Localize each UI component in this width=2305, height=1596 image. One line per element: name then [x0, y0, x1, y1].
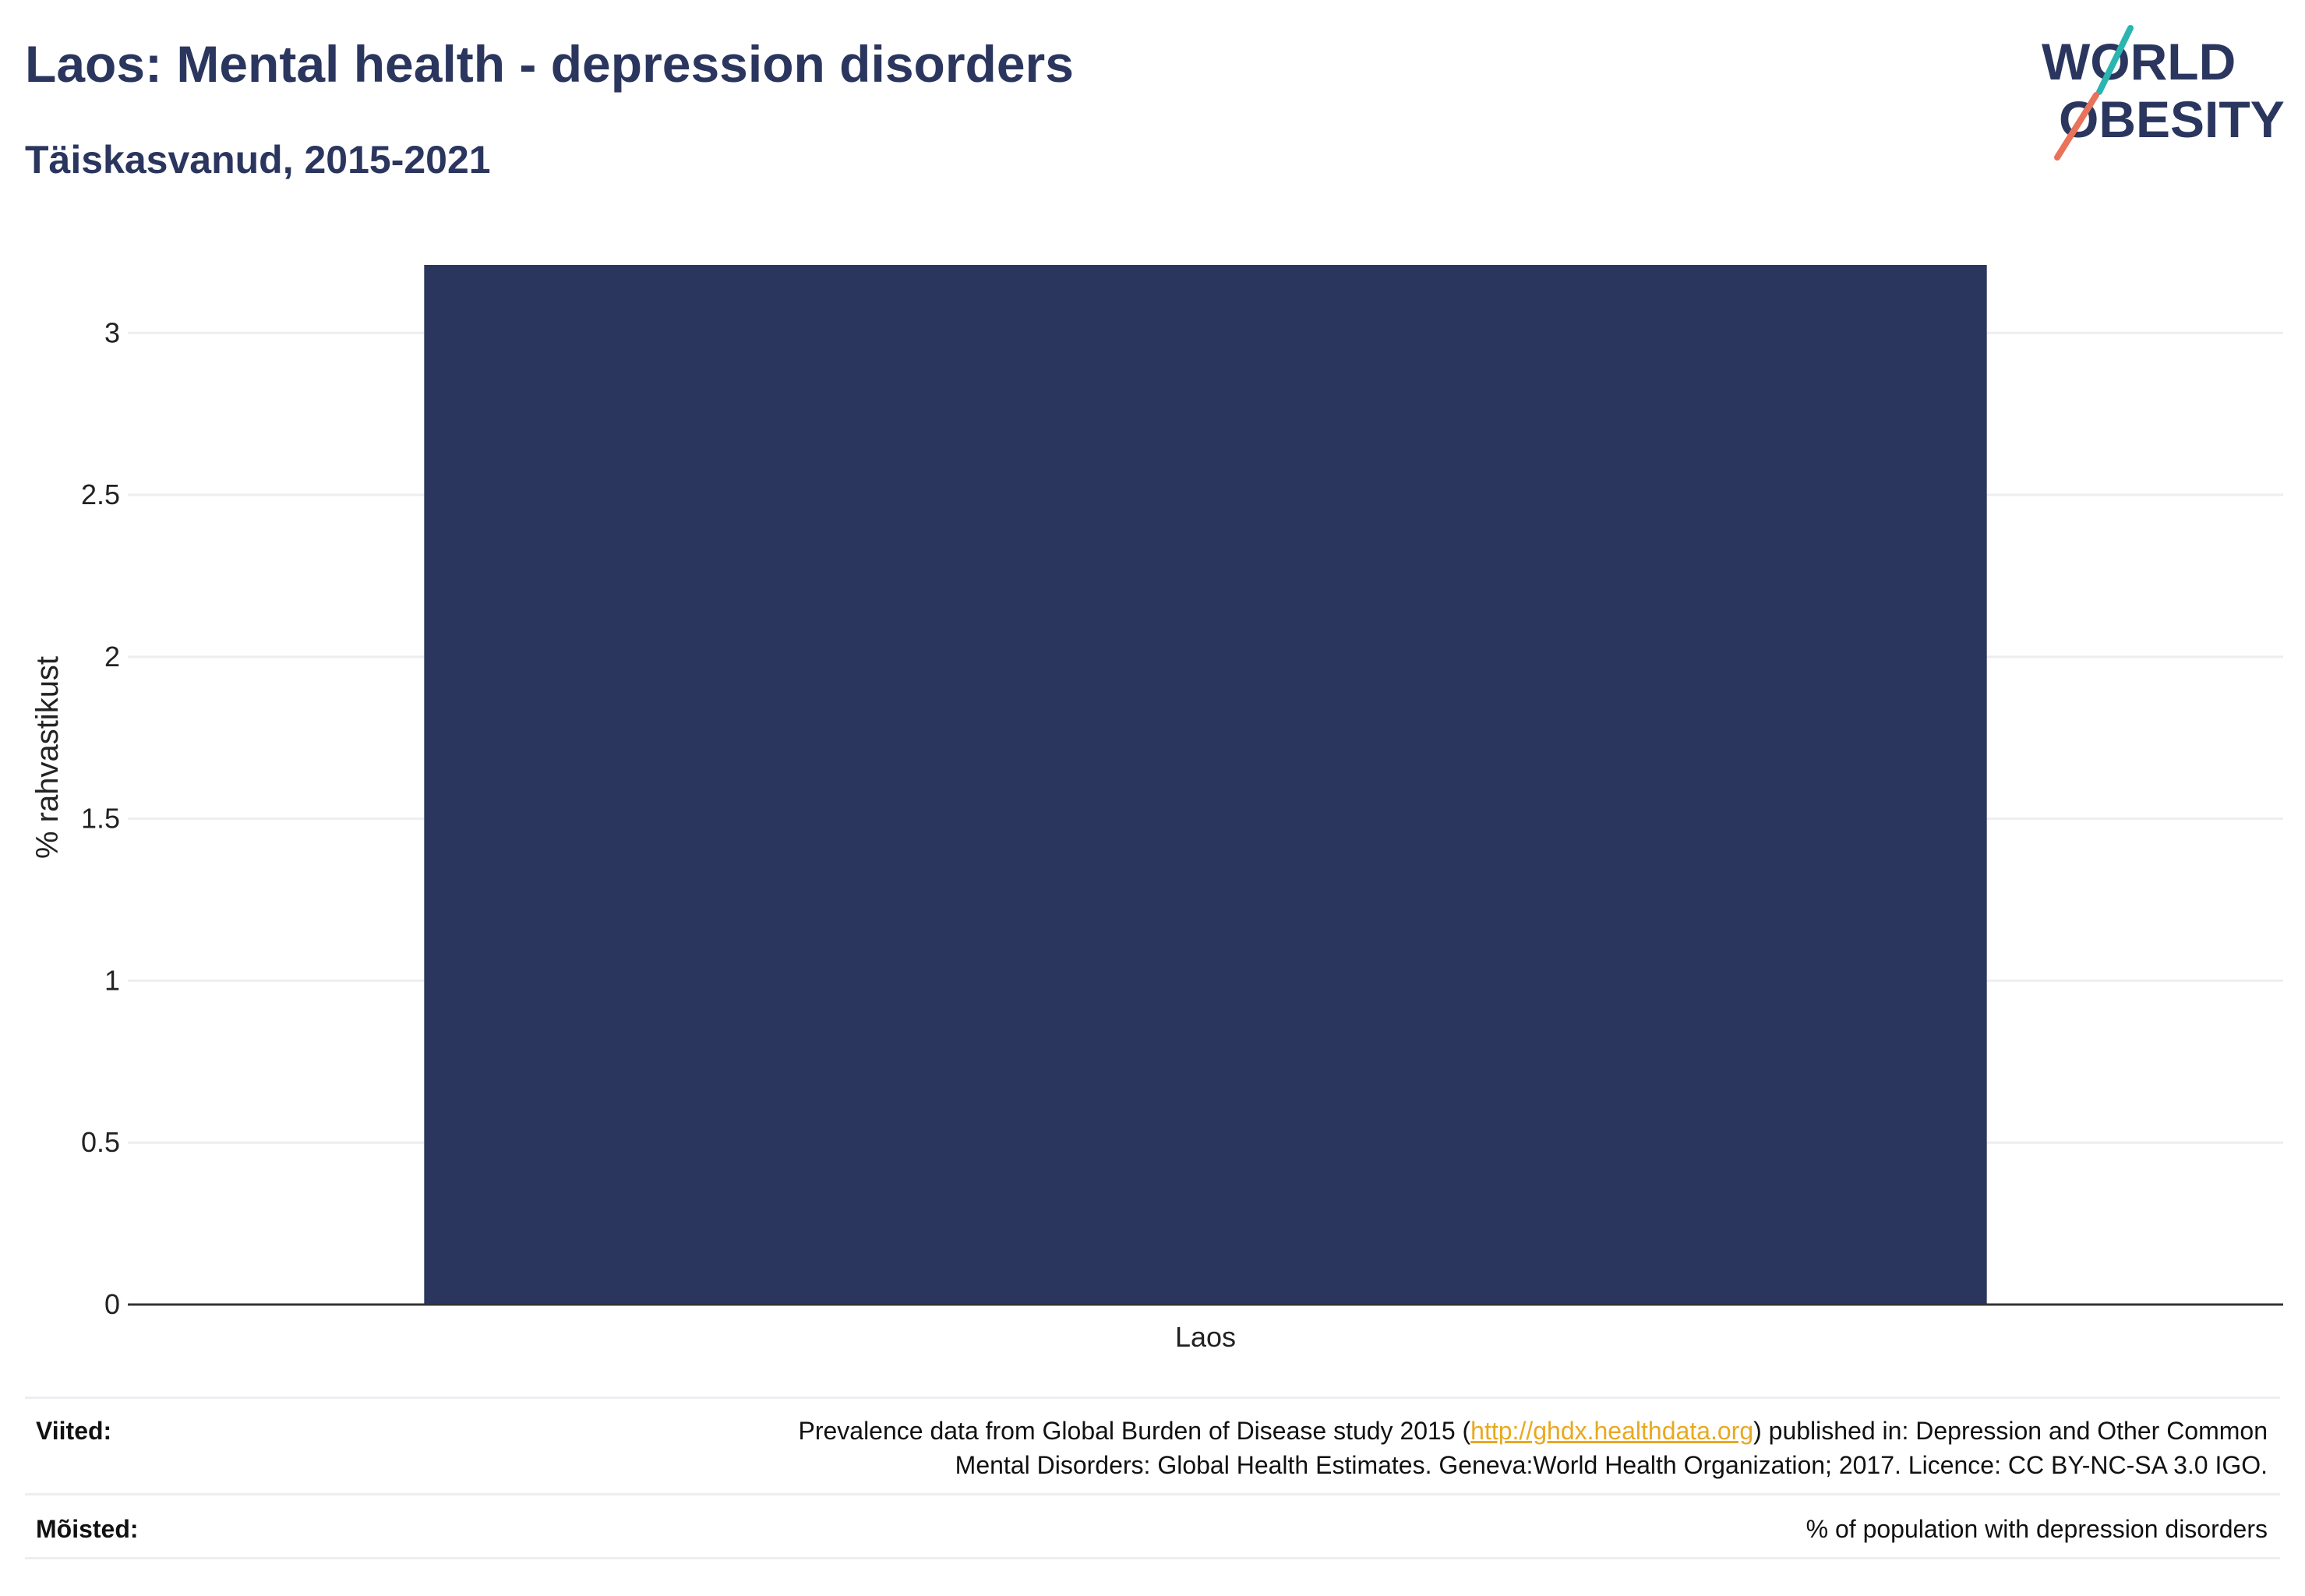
- chart-title: Laos: Mental health - depression disorde…: [25, 35, 1074, 93]
- references-post: ) published in: Depression and Other Com…: [1753, 1417, 2268, 1445]
- world-obesity-logo: WORLD OBESITY: [2042, 25, 2285, 161]
- y-tick-label: 2: [104, 641, 120, 673]
- logo-line-1: WORLD: [2042, 33, 2236, 90]
- y-tick-labels: 0 0.5 1 1.5 2 2.5 3: [81, 316, 120, 1320]
- references-text: Prevalence data from Global Burden of Di…: [798, 1414, 2268, 1482]
- x-tick-labels: Laos: [1175, 1321, 1236, 1353]
- references-pre: Prevalence data from Global Burden of Di…: [798, 1417, 1471, 1445]
- y-tick-label: 0.5: [81, 1126, 120, 1158]
- definitions-text: % of population with depression disorder…: [1806, 1515, 2268, 1543]
- y-tick-label: 1.5: [81, 803, 120, 835]
- logo-slash-coral: [2054, 92, 2099, 161]
- y-tick-label: 2.5: [81, 478, 120, 510]
- footer-divider-bottom: [25, 1557, 2280, 1559]
- references-link[interactable]: http://ghdx.healthdata.org: [1470, 1417, 1754, 1445]
- y-tick-label: 1: [104, 964, 120, 996]
- y-axis-label: % rahvastikust: [30, 656, 65, 859]
- x-tick-label: Laos: [1175, 1321, 1236, 1353]
- logo-slash-teal: [2096, 25, 2134, 95]
- y-tick-label: 3: [104, 316, 120, 348]
- bar-laos: [424, 265, 1987, 1305]
- bar-chart: 0 0.5 1 1.5 2 2.5 3 Laos % rahvastikust: [30, 265, 2283, 1353]
- footer-divider-top: [25, 1396, 2280, 1399]
- y-tick-label: 0: [104, 1288, 120, 1320]
- footer-divider-middle: [25, 1493, 2280, 1495]
- references-line-2: Mental Disorders: Global Health Estimate…: [955, 1451, 2268, 1479]
- chart-subtitle: Täiskasvanud, 2015-2021: [25, 138, 491, 182]
- references-label: Viited:: [36, 1417, 112, 1445]
- definitions-label: Mõisted:: [36, 1515, 139, 1543]
- bars: [424, 265, 1987, 1305]
